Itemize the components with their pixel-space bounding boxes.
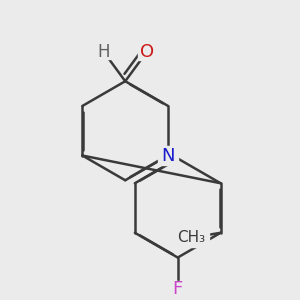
Text: CH₃: CH₃ <box>177 230 205 245</box>
Text: F: F <box>172 280 183 298</box>
Text: H: H <box>97 43 110 61</box>
Bar <box>158 146 178 165</box>
Bar <box>173 229 209 247</box>
Bar <box>95 44 111 59</box>
Text: O: O <box>140 43 154 61</box>
Bar <box>170 281 186 297</box>
Bar <box>138 43 156 60</box>
Text: N: N <box>161 146 175 164</box>
